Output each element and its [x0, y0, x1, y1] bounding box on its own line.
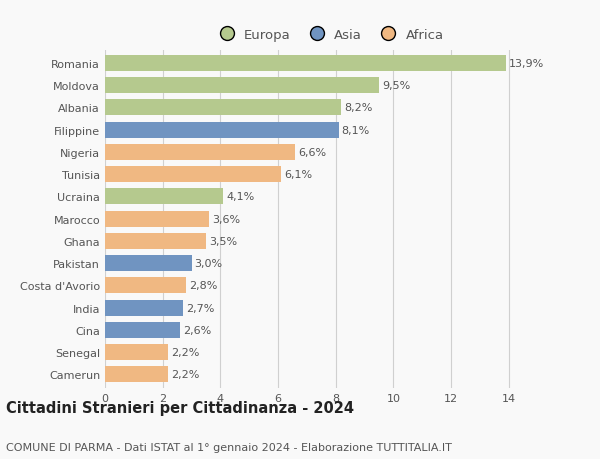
- Text: 13,9%: 13,9%: [509, 59, 544, 69]
- Bar: [105, 367, 169, 382]
- Text: 9,5%: 9,5%: [382, 81, 410, 91]
- Bar: [105, 211, 209, 227]
- Bar: [105, 344, 169, 360]
- Text: 2,7%: 2,7%: [186, 303, 214, 313]
- Text: 2,8%: 2,8%: [188, 281, 217, 291]
- Bar: [105, 167, 281, 183]
- Text: 6,6%: 6,6%: [298, 148, 326, 157]
- Text: 3,6%: 3,6%: [212, 214, 240, 224]
- Text: 2,2%: 2,2%: [172, 347, 200, 358]
- Text: 4,1%: 4,1%: [226, 192, 254, 202]
- Bar: [105, 78, 379, 94]
- Bar: [105, 278, 186, 294]
- Text: 6,1%: 6,1%: [284, 170, 312, 180]
- Bar: [105, 322, 180, 338]
- Bar: [105, 100, 341, 116]
- Text: 2,2%: 2,2%: [172, 369, 200, 380]
- Text: 3,0%: 3,0%: [194, 258, 223, 269]
- Text: COMUNE DI PARMA - Dati ISTAT al 1° gennaio 2024 - Elaborazione TUTTITALIA.IT: COMUNE DI PARMA - Dati ISTAT al 1° genna…: [6, 442, 452, 452]
- Text: 8,1%: 8,1%: [341, 125, 370, 135]
- Legend: Europa, Asia, Africa: Europa, Asia, Africa: [208, 23, 449, 47]
- Text: Cittadini Stranieri per Cittadinanza - 2024: Cittadini Stranieri per Cittadinanza - 2…: [6, 400, 354, 415]
- Bar: [105, 123, 338, 138]
- Bar: [105, 145, 295, 161]
- Text: 8,2%: 8,2%: [344, 103, 373, 113]
- Bar: [105, 256, 191, 272]
- Text: 2,6%: 2,6%: [183, 325, 211, 335]
- Bar: [105, 300, 183, 316]
- Text: 3,5%: 3,5%: [209, 236, 237, 246]
- Bar: [105, 189, 223, 205]
- Bar: [105, 56, 506, 72]
- Bar: [105, 233, 206, 249]
